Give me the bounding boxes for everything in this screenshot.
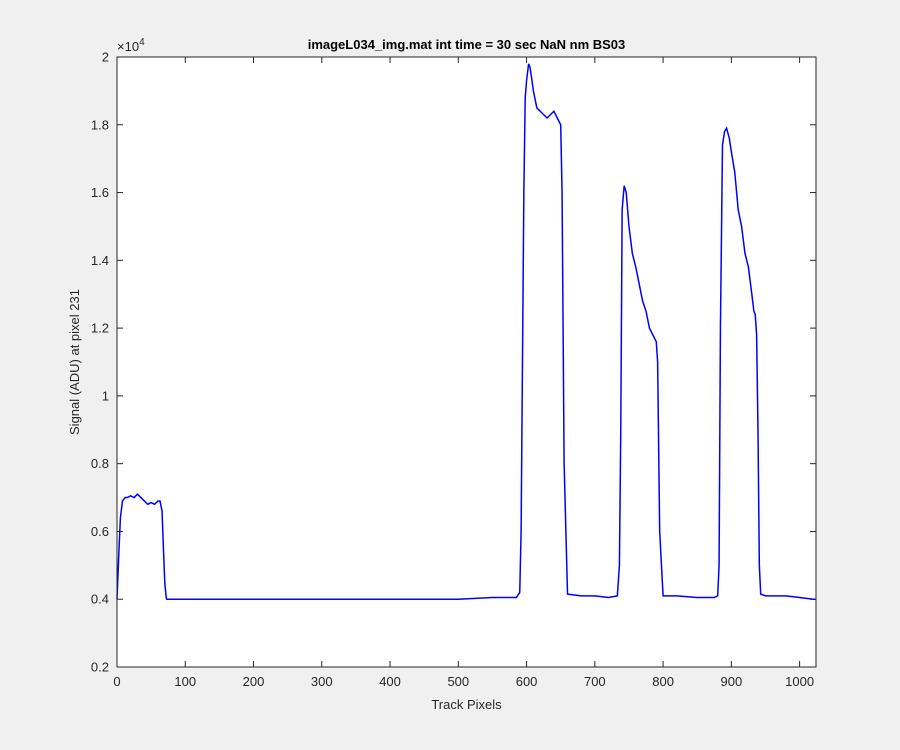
y-tick-label: 1.8 [91,117,109,132]
y-tick-label: 0.2 [91,660,109,675]
x-tick-label: 300 [311,674,333,689]
signal-series-line [116,63,816,600]
x-tick-label: 500 [447,674,469,689]
y-axis-label: Signal (ADU) at pixel 231 [67,289,82,435]
x-tick-label: 400 [379,674,401,689]
y-tick-label: 0.8 [91,456,109,471]
y-axis: 0.2 0.4 0.6 0.8 1 1.2 1.4 1.6 1.8 2 [91,50,816,675]
y-tick-label: 2 [102,50,109,65]
y-tick-label: 1.4 [91,253,109,268]
chart-title: imageL034_img.mat int time = 30 sec NaN … [308,37,626,52]
x-tick-label: 0 [113,674,120,689]
x-tick-label: 900 [721,674,743,689]
plot-area [117,57,816,667]
x-tick-label: 1000 [785,674,814,689]
x-tick-label: 700 [584,674,606,689]
exponent-power: 4 [139,37,145,48]
exponent-base: ×10 [117,39,139,54]
y-tick-label: 1.6 [91,185,109,200]
x-tick-label: 200 [243,674,265,689]
y-tick-label: 0.4 [91,592,109,607]
y-axis-exponent-label: ×104 [117,37,145,54]
x-axis: 0 100 200 300 400 500 600 700 800 900 1000 [113,57,814,689]
x-axis-label: Track Pixels [431,697,502,712]
x-tick-label: 100 [174,674,196,689]
y-tick-label: 0.6 [91,524,109,539]
y-tick-label: 1 [102,388,109,403]
x-tick-label: 600 [516,674,538,689]
plot-border [116,56,817,668]
y-tick-label: 1.2 [91,321,109,336]
x-tick-label: 800 [652,674,674,689]
